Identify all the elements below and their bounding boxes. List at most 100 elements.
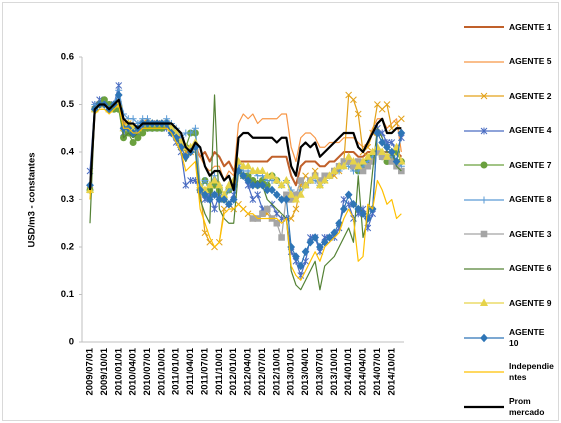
x-tick-label: 2010/10/01 [156, 347, 167, 395]
marker [248, 166, 257, 174]
marker [479, 298, 489, 307]
marker [316, 242, 324, 252]
y-tick-label: 0.1 [61, 289, 75, 300]
legend-label: AGENTE 6 [509, 263, 552, 274]
marker [339, 161, 348, 170]
marker [358, 156, 368, 165]
marker [239, 171, 248, 180]
legend-label: AGENTE 10 [509, 326, 545, 348]
marker [382, 152, 392, 160]
marker [480, 196, 488, 204]
marker [301, 247, 310, 256]
marker [114, 90, 123, 100]
marker [292, 252, 300, 261]
marker [311, 171, 320, 179]
marker [344, 190, 353, 199]
marker [397, 115, 405, 123]
legend-label: AGENTE 4 [509, 125, 552, 136]
series [89, 94, 402, 291]
marker [220, 195, 228, 204]
legend-item: Independientes [462, 355, 558, 390]
marker [210, 190, 219, 199]
legend-item: Prom mercado [462, 390, 558, 423]
marker [378, 138, 387, 147]
legend-item: AGENTE 10 [462, 321, 558, 356]
y-tick-label: 0.2 [61, 242, 74, 253]
marker [292, 205, 300, 213]
marker [306, 175, 315, 184]
marker [282, 195, 291, 204]
marker [480, 333, 488, 342]
y-axis-title: USD/m3 - constantes [27, 152, 38, 247]
x-tick-label: 2011/04/01 [185, 347, 196, 395]
legend-swatch [464, 127, 504, 135]
x-tick-label: 2010/01/01 [113, 347, 124, 395]
marker [272, 190, 281, 199]
legend-swatch [464, 268, 504, 270]
legend-label: AGENTE 1 [509, 21, 552, 32]
marker [278, 234, 285, 241]
marker [378, 147, 387, 155]
x-tick-label: 2010/07/01 [142, 347, 153, 395]
x-tick-label: 2013/10/01 [329, 347, 340, 395]
legend-label: AGENTE 3 [509, 228, 552, 239]
marker [273, 219, 281, 227]
marker [301, 180, 310, 189]
marker [272, 175, 281, 184]
marker [480, 161, 488, 169]
marker [263, 205, 271, 213]
marker [205, 195, 214, 204]
legend-label: Independientes [509, 361, 554, 383]
marker [397, 128, 406, 138]
marker [373, 128, 382, 138]
marker [388, 139, 396, 146]
x-tick-label: 2014/10/01 [386, 347, 397, 395]
marker [344, 152, 353, 160]
legend-label: AGENTE 8 [509, 194, 552, 205]
legend-swatch [464, 92, 504, 100]
legend-item: AGENTE 4 [462, 114, 558, 149]
y-tick-label: 0.3 [61, 194, 74, 205]
legend-label: AGENTE 2 [509, 90, 552, 101]
marker [259, 210, 266, 218]
marker [330, 228, 339, 237]
marker [191, 124, 199, 132]
series [86, 90, 406, 271]
legend-swatch [464, 61, 504, 63]
marker [282, 175, 291, 184]
marker [296, 261, 305, 271]
marker [287, 190, 296, 198]
marker [325, 233, 334, 242]
x-tick-label: 2011/07/01 [199, 347, 210, 395]
marker [354, 161, 363, 170]
legend-label: AGENTE 5 [509, 56, 552, 67]
marker [225, 200, 233, 209]
marker [392, 142, 401, 151]
y-tick-label: 0.6 [61, 52, 74, 63]
marker [205, 180, 214, 189]
legend-swatch [464, 196, 504, 204]
marker [187, 129, 195, 137]
x-tick-label: 2012/04/01 [243, 347, 254, 395]
series-line [88, 98, 402, 192]
marker [268, 185, 276, 195]
marker [330, 166, 339, 174]
legend-item: AGENTE 2 [462, 79, 558, 114]
marker [392, 157, 401, 166]
marker [480, 127, 488, 135]
series-line [89, 99, 402, 201]
marker [306, 238, 315, 247]
marker [311, 233, 320, 242]
series-line [89, 103, 402, 281]
x-tick-label: 2011/10/01 [214, 347, 225, 395]
marker [349, 156, 358, 165]
marker [239, 161, 248, 170]
legend-swatch [464, 26, 504, 29]
marker [211, 205, 218, 213]
x-tick-label: 2012/07/01 [257, 347, 268, 395]
marker [354, 204, 363, 214]
x-tick-label: 2009/10/01 [99, 347, 110, 395]
legend-label: Prom mercado [509, 395, 545, 417]
